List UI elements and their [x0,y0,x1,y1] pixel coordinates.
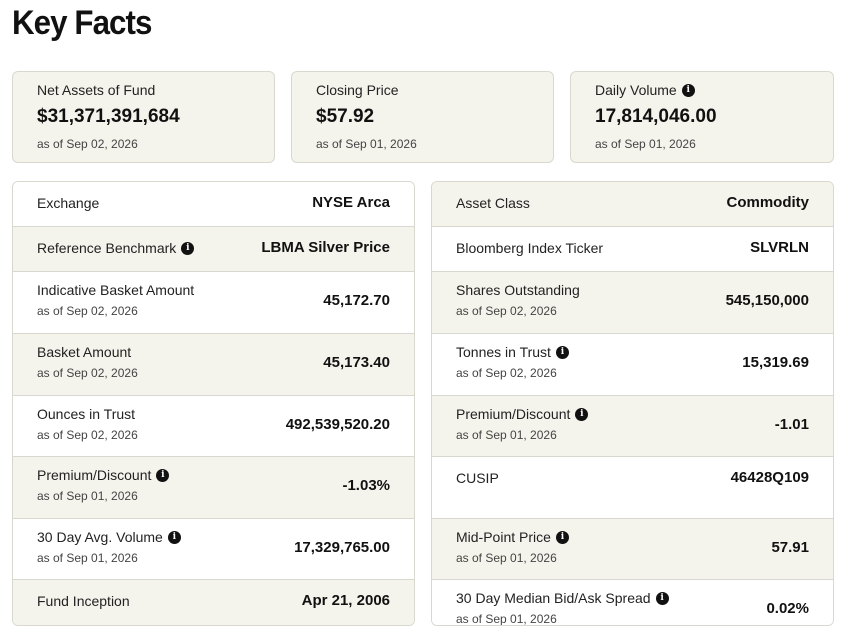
row-label: Indicative Basket Amount [37,282,195,298]
table-row: Asset Class Commodity [432,182,833,227]
row-as-of: as of Sep 01, 2026 [456,551,557,565]
table-row: Bloomberg Index Ticker SLVRLN [432,227,833,272]
row-as-of: as of Sep 01, 2026 [37,489,138,503]
row-value: NYSE Arca [312,194,390,211]
row-as-of: as of Sep 02, 2026 [456,366,557,380]
table-row: Basket Amount as of Sep 02, 2026 45,173.40 [13,334,414,396]
summary-label: Closing Price [316,82,399,98]
summary-card-daily-volume: Daily Volume i 17,814,046.00 as of Sep 01… [570,71,834,163]
row-value: 45,172.70 [323,292,390,309]
table-row: Fund Inception Apr 21, 2006 [13,580,414,625]
row-value: LBMA Silver Price [261,239,390,256]
summary-card-net-assets: Net Assets of Fund $31,371,391,684 as of… [12,71,275,163]
table-row: Ounces in Trust as of Sep 02, 2026 492,539… [13,396,414,457]
info-icon[interactable]: i [681,83,695,97]
info-icon[interactable]: i [655,591,669,605]
table-row: Exchange NYSE Arca [13,182,414,227]
info-icon[interactable]: i [555,345,569,359]
row-value: Commodity [726,194,810,211]
table-row: Premium/Discount i as of Sep 01, 2026 -1.01 [432,396,833,457]
table-row: Shares Outstanding as of Sep 02, 2026 545,… [432,272,833,334]
row-label: CUSIP [456,470,499,486]
row-value: 492,539,520.20 [285,416,390,433]
summary-label: Net Assets of Fund [37,82,156,98]
row-label: Tonnes in Trust [456,344,551,360]
key-facts-right-table: Asset Class Commodity Bloomberg Index Tick… [431,181,834,626]
row-as-of: as of Sep 01, 2026 [456,428,557,442]
row-label: 30 Day Median Bid/Ask Spread [456,590,651,606]
row-value: -1.03% [342,477,390,494]
table-row: 30 Day Median Bid/Ask Spread i as of Sep 0… [432,580,833,625]
row-value: 0.02% [766,600,809,617]
summary-value: 17,814,046.00 [595,106,717,127]
row-value: 45,173.40 [323,354,390,371]
row-as-of: as of Sep 02, 2026 [37,366,138,380]
table-row: Premium/Discount i as of Sep 01, 2026 -1.03… [13,457,414,519]
row-value: 17,329,765.00 [294,539,390,556]
table-row: Indicative Basket Amount as of Sep 02, 20… [13,272,414,334]
row-value: 15,319.69 [742,354,809,371]
table-row: Reference Benchmark i LBMA Silver Price [13,227,414,272]
row-as-of: as of Sep 02, 2026 [37,304,138,318]
summary-as-of: as of Sep 02, 2026 [37,137,138,151]
row-label: Asset Class [456,195,530,211]
row-label: Premium/Discount [456,406,571,422]
summary-value: $57.92 [316,106,375,127]
summary-card-closing-price: Closing Price $57.92 as of Sep 01, 2026 [291,71,554,163]
table-row: Mid-Point Price i as of Sep 01, 2026 57.91 [432,519,833,580]
summary-value: $31,371,391,684 [37,106,180,127]
row-as-of: as of Sep 02, 2026 [456,304,557,318]
page-title: Key Facts [12,4,152,42]
key-facts-left-table: Exchange NYSE Arca Reference Benchmark i LBM… [12,181,415,626]
row-value: 57.91 [771,539,809,556]
row-as-of: as of Sep 01, 2026 [456,612,557,626]
table-row: 30 Day Avg. Volume i as of Sep 01, 2026 17,… [13,519,414,580]
row-label: Exchange [37,195,100,211]
row-as-of: as of Sep 02, 2026 [37,428,138,442]
row-value: -1.01 [774,416,809,433]
table-row: CUSIP 46428Q109 [432,457,833,519]
row-label: Reference Benchmark [37,240,177,256]
summary-as-of: as of Sep 01, 2026 [316,137,417,151]
row-label: 30 Day Avg. Volume [37,529,163,545]
info-icon[interactable]: i [555,530,569,544]
info-icon[interactable]: i [167,530,181,544]
row-label: Premium/Discount [37,467,152,483]
row-as-of: as of Sep 01, 2026 [37,551,138,565]
info-icon[interactable]: i [181,241,195,255]
info-icon[interactable]: i [575,407,589,421]
summary-as-of: as of Sep 01, 2026 [595,137,696,151]
row-value: 46428Q109 [730,469,809,486]
row-label: Shares Outstanding [456,282,580,298]
row-label: Fund Inception [37,593,130,609]
row-label: Bloomberg Index Ticker [456,240,604,256]
summary-label: Daily Volume [595,82,677,98]
row-label: Mid-Point Price [456,529,551,545]
info-icon[interactable]: i [156,468,170,482]
row-value: 545,150,000 [725,292,809,309]
row-label: Basket Amount [37,344,132,360]
row-value: Apr 21, 2006 [301,592,390,609]
row-label: Ounces in Trust [37,406,136,422]
table-row: Tonnes in Trust i as of Sep 02, 2026 15,319… [432,334,833,396]
row-value: SLVRLN [750,239,809,256]
